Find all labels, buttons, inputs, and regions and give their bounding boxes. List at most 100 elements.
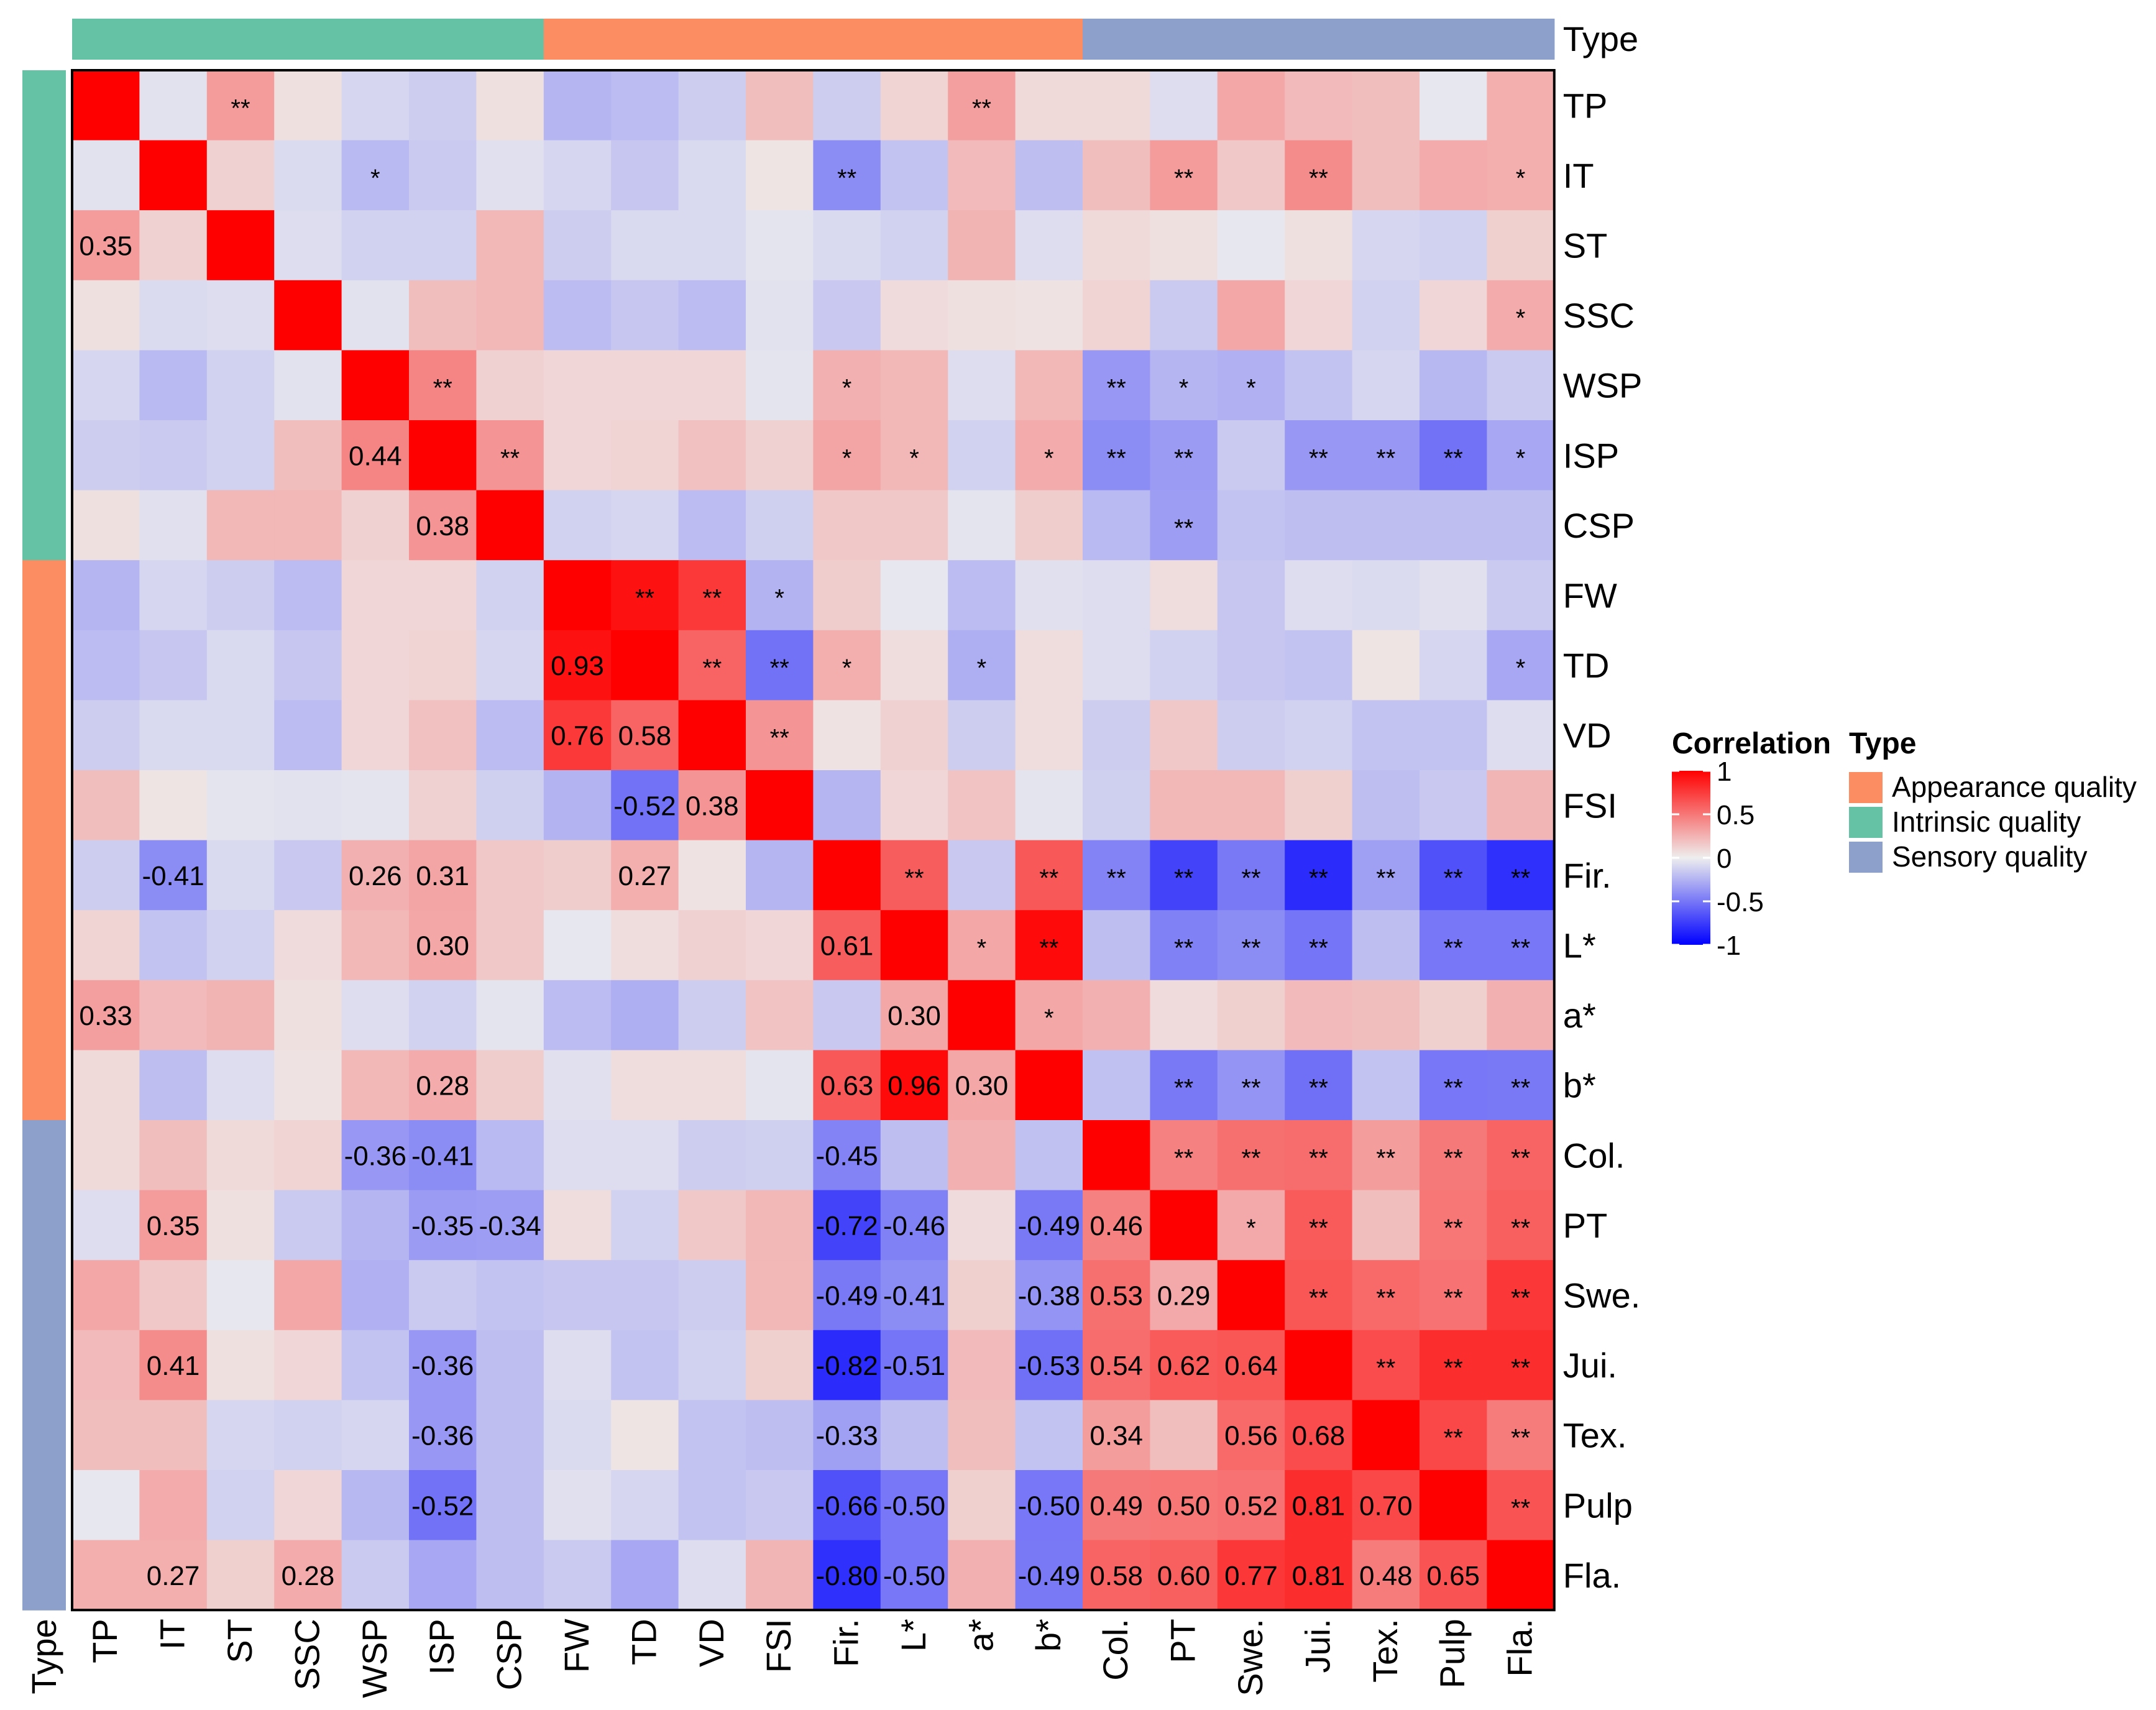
heatmap-cell: [543, 840, 612, 911]
heatmap-cell: [1352, 1330, 1420, 1400]
heatmap-cell: [1487, 350, 1555, 421]
heatmap-cell: [1083, 420, 1150, 491]
heatmap-cell: [1083, 1050, 1150, 1121]
significance-label: **: [1107, 444, 1126, 472]
heatmap-cell: [72, 350, 140, 421]
heatmap-cell: [1150, 350, 1218, 421]
coefficient-label: -0.82: [815, 1351, 878, 1381]
heatmap-cell: [678, 350, 746, 421]
heatmap-cell: [206, 700, 275, 771]
heatmap-cell: [1285, 490, 1353, 561]
heatmap-cell: [1150, 280, 1218, 351]
heatmap-cell: [274, 140, 342, 211]
heatmap-cell: [1015, 910, 1083, 981]
heatmap-cell: [746, 420, 814, 491]
coefficient-label: -0.52: [613, 791, 676, 821]
heatmap-cell: [1083, 770, 1150, 841]
heatmap-cell: [1487, 1330, 1555, 1400]
heatmap-cell: [1217, 1470, 1285, 1541]
coefficient-label: 0.61: [820, 931, 874, 962]
heatmap-cell: [1487, 210, 1555, 281]
row-label: IT: [1563, 156, 1594, 195]
type-bar-left-20: [22, 1470, 66, 1541]
significance-label: **: [1511, 1144, 1530, 1172]
heatmap-cell: [813, 280, 881, 351]
heatmap-cell: [746, 770, 814, 841]
heatmap-cell: [274, 1120, 342, 1191]
heatmap-cell: [1285, 280, 1353, 351]
heatmap-cell: [813, 1190, 881, 1261]
significance-label: *: [909, 444, 919, 472]
heatmap-cell: [543, 700, 612, 771]
coefficient-label: 0.26: [349, 861, 402, 891]
row-label: b*: [1563, 1066, 1596, 1105]
row-label: WSP: [1563, 366, 1643, 405]
heatmap-cell: [880, 840, 948, 911]
type-bar-top-19: [1352, 19, 1420, 60]
coefficient-label: -0.50: [1018, 1491, 1080, 1521]
heatmap-cell: [476, 1260, 544, 1331]
heatmap-cell: [72, 840, 140, 911]
heatmap-cell: [880, 1470, 948, 1541]
significance-label: **: [702, 655, 722, 682]
heatmap-cell: [746, 560, 814, 631]
significance-label: **: [1511, 1285, 1530, 1312]
heatmap-cell: [1487, 1400, 1555, 1471]
heatmap-cell: [72, 210, 140, 281]
type-bar-left-9: [22, 700, 66, 771]
legend-tick-label: 1: [1717, 756, 1732, 787]
heatmap-cell: [139, 210, 208, 281]
heatmap-cell: [611, 630, 679, 701]
heatmap-cell: [274, 490, 342, 561]
heatmap-cell: [1150, 1120, 1218, 1191]
heatmap-cell: [1083, 1400, 1150, 1471]
heatmap-cell: [746, 910, 814, 981]
heatmap-cell: [1150, 210, 1218, 281]
coefficient-label: 0.29: [1157, 1281, 1211, 1312]
heatmap-cell: [1487, 560, 1555, 631]
significance-label: **: [1309, 444, 1328, 472]
coefficient-label: 0.53: [1089, 1281, 1143, 1312]
heatmap-cell: [1150, 1190, 1218, 1261]
heatmap-cell: [1083, 210, 1150, 281]
heatmap-cell: [274, 770, 342, 841]
row-label: Pulp: [1563, 1486, 1633, 1525]
significance-label: **: [433, 375, 452, 402]
heatmap-cell: [206, 1400, 275, 1471]
left-type-annotation-bar: [22, 70, 66, 1611]
heatmap-cell: [476, 280, 544, 351]
column-label: FSI: [759, 1619, 798, 1673]
significance-label: **: [1444, 865, 1463, 892]
significance-label: **: [1309, 165, 1328, 192]
heatmap-cell: [476, 70, 544, 141]
type-bar-left-18: [22, 1330, 66, 1400]
heatmap-cell: [678, 1470, 746, 1541]
type-bar-left-12: [22, 910, 66, 981]
heatmap-cell: [1217, 560, 1285, 631]
column-label: FW: [557, 1619, 596, 1673]
significance-label: *: [370, 165, 380, 192]
column-label: Pulp: [1433, 1619, 1472, 1688]
coefficient-label: 0.77: [1224, 1561, 1278, 1591]
heatmap-cell: [880, 280, 948, 351]
significance-label: *: [1516, 655, 1526, 682]
heatmap-cell: [1015, 1050, 1083, 1121]
heatmap-cell: [543, 1120, 612, 1191]
coefficient-label: 0.27: [618, 861, 672, 891]
significance-label: **: [1174, 444, 1193, 472]
heatmap-cell: [139, 560, 208, 631]
significance-label: **: [1309, 1144, 1328, 1172]
row-label: TD: [1563, 646, 1610, 685]
heatmap-cell: [1217, 980, 1285, 1050]
significance-label: **: [1039, 865, 1058, 892]
type-bar-left-2: [22, 210, 66, 281]
heatmap-cell: [476, 1190, 544, 1261]
heatmap-cell: [206, 560, 275, 631]
heatmap-cell: [72, 490, 140, 561]
coefficient-label: 0.28: [416, 1071, 469, 1101]
heatmap-cell: [341, 840, 410, 911]
heatmap-cell: [611, 210, 679, 281]
coefficient-label: 0.63: [820, 1071, 874, 1101]
heatmap-cell: [948, 700, 1016, 771]
